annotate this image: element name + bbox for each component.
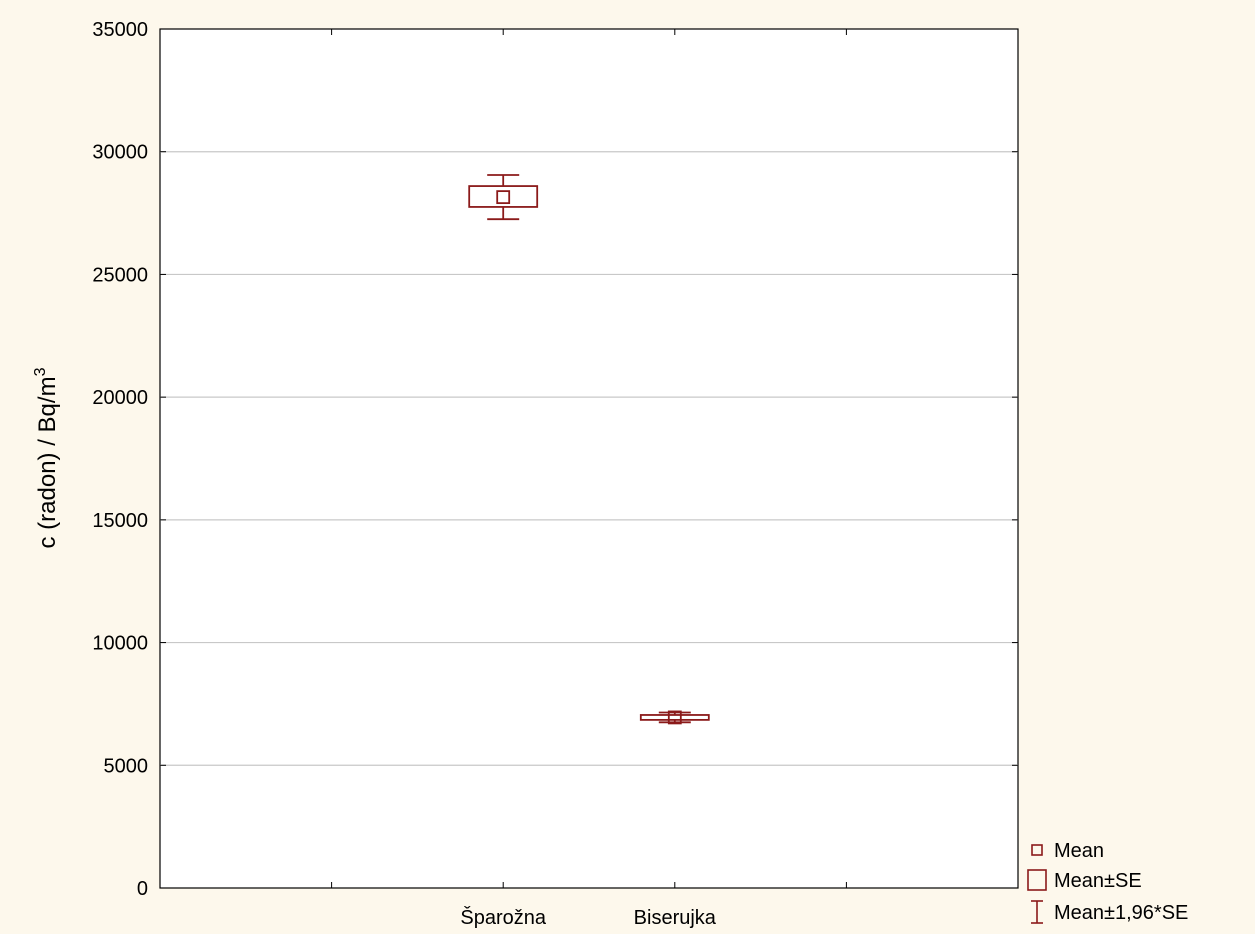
mean-marker-icon [1031,844,1043,856]
y-tick-label: 5000 [104,755,149,777]
legend: Mean Mean±SE Mean±1,96*SE [1027,840,1188,924]
box-icon [1027,869,1047,891]
y-axis-title: c (radon) / Bq/m3 [32,367,61,548]
grid-lines [160,151,1018,766]
se-box [468,185,539,208]
se-box [639,714,710,721]
legend-item: Mean±1,96*SE [1031,900,1188,924]
y-tick-label: 10000 [92,633,148,655]
legend-label: Mean [1054,840,1104,862]
y-tick-label: 15000 [92,510,148,532]
box-series [468,174,710,725]
y-tick-label: 25000 [92,264,148,286]
box-1 [468,174,539,221]
y-axis-ticks: 0 5000 10000 15000 20000 25000 30000 35000 [92,19,1018,900]
legend-item: Mean±SE [1027,869,1142,892]
legend-label: Mean±SE [1054,870,1142,892]
y-axis-title-text: c (radon) / Bq/m [34,376,61,548]
legend-label: Mean±1,96*SE [1054,902,1188,924]
legend-item: Mean [1031,840,1104,862]
y-tick-label: 35000 [92,19,148,41]
x-category-label: Biserujka [634,907,717,929]
mean-marker [667,710,682,725]
plot-area [159,28,1019,889]
box-2 [639,710,710,725]
x-axis-categories: Šparožna Biserujka [460,906,716,929]
y-tick-label: 30000 [92,142,148,164]
y-tick-label: 20000 [92,387,148,409]
mean-marker [496,190,511,205]
x-category-label: Šparožna [460,906,546,929]
y-axis-title-superscript: 3 [32,367,49,376]
y-tick-label: 0 [137,878,148,900]
